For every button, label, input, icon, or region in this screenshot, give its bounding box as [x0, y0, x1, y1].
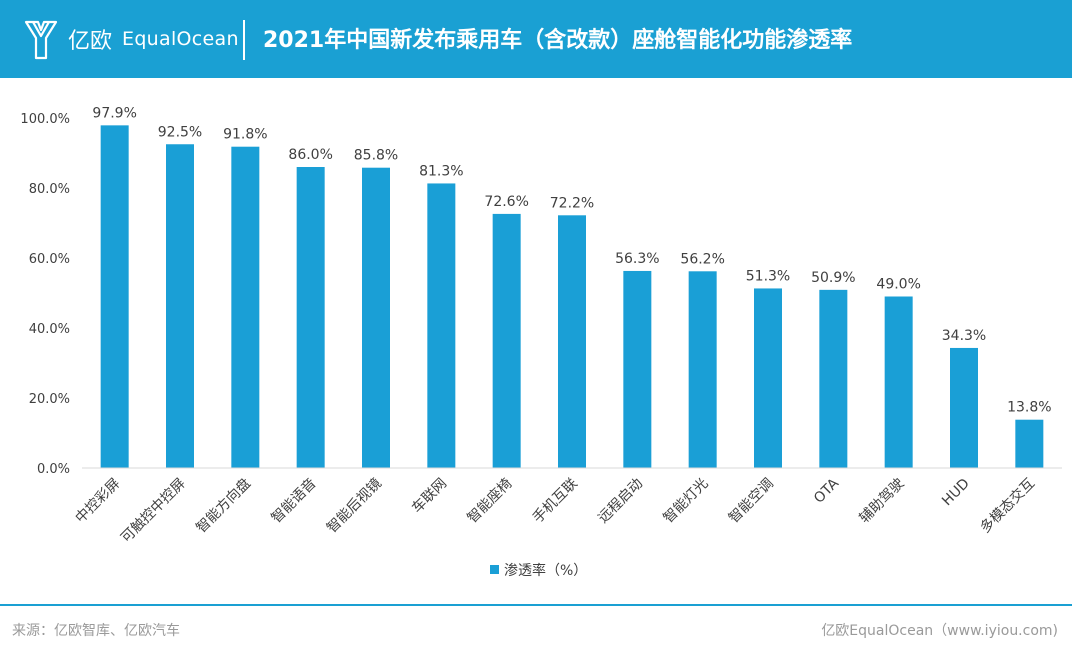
x-tick-label: 辅助驾驶 [857, 476, 908, 527]
bar-value-label: 97.9% [92, 105, 136, 121]
y-axis-labels: 0.0% 20.0% 40.0% 60.0% 80.0% 100.0% [20, 112, 70, 477]
legend-label: 渗透率（%） [504, 562, 587, 579]
logo-english-text: EqualOcean [122, 28, 239, 50]
bar-value-label: 85.8% [354, 148, 398, 164]
y-tick-label: 80.0% [29, 182, 70, 197]
bar [558, 215, 586, 468]
source-note: 来源：亿欧智库、亿欧汽车 [12, 623, 180, 639]
bar-value-label: 72.6% [484, 194, 528, 210]
page-title: 2021年中国新发布乘用车（含改款）座舱智能化功能渗透率 [263, 28, 853, 53]
legend: 渗透率（%） [490, 562, 587, 579]
x-tick-label: 智能后视镜 [324, 476, 385, 537]
x-tick-label: 手机互联 [530, 476, 581, 527]
x-tick-label: 智能座椅 [465, 476, 516, 527]
footer-divider [0, 604, 1072, 606]
bar-value-label: 50.9% [811, 270, 855, 286]
legend-swatch [490, 565, 499, 574]
bars-group [100, 125, 1044, 468]
bar-value-label: 56.3% [615, 251, 659, 267]
logo-chinese-text: 亿欧 [68, 29, 113, 54]
bar [623, 270, 652, 468]
y-tick-label: 0.0% [37, 462, 70, 477]
x-tick-label: 多模态交互 [977, 475, 1039, 537]
x-tick-label: 远程启动 [595, 476, 646, 527]
x-tick-label: 智能语音 [268, 475, 320, 527]
bar [884, 296, 913, 468]
bar-value-label: 34.3% [942, 328, 986, 344]
x-tick-label: 智能灯光 [661, 476, 712, 527]
y-tick-label: 60.0% [29, 252, 70, 267]
bar-value-label: 91.8% [223, 127, 267, 143]
bar-chart: 0.0% 20.0% 40.0% 60.0% 80.0% 100.0% 97.9% 92.5… [20, 105, 1062, 579]
bar-value-label: 86.0% [288, 147, 332, 163]
x-tick-label: HUD [939, 476, 973, 510]
x-tick-label: 智能方向盘 [193, 475, 255, 537]
bar-value-label: 13.8% [1007, 400, 1051, 416]
footer-brand[interactable]: 亿欧EqualOcean（www.iyiou.com) [821, 623, 1058, 639]
bar [492, 213, 521, 468]
bar [754, 288, 782, 468]
bar [100, 125, 129, 468]
y-tick-label: 100.0% [20, 112, 70, 127]
bar-value-label: 56.2% [680, 251, 724, 267]
header-divider [243, 20, 245, 60]
header-banner: 亿欧 EqualOcean 2021年中国新发布乘用车（含改款）座舱智能化功能渗… [0, 0, 1072, 78]
bar-value-label: 92.5% [158, 124, 202, 140]
bar [688, 271, 717, 468]
y-tick-label: 20.0% [29, 392, 70, 407]
bar [427, 183, 456, 468]
y-tick-label: 40.0% [29, 322, 70, 337]
bar-value-label: 72.2% [550, 195, 594, 211]
x-tick-label: 中控彩屏 [73, 476, 124, 527]
x-tick-label: 智能空调 [726, 476, 777, 527]
x-tick-label: 可触控中控屏 [118, 476, 189, 547]
bar [166, 144, 194, 468]
bar-value-label: 81.3% [419, 163, 463, 179]
bar [362, 167, 390, 468]
data-labels-group: 97.9% 92.5% 91.8% 86.0% 85.8% 81.3% 72.6% 72.2%… [92, 105, 1051, 415]
x-tick-label: OTA [811, 475, 842, 506]
bar [231, 146, 260, 468]
bar [296, 167, 325, 468]
bar-value-label: 51.3% [746, 268, 790, 284]
x-tick-label: 车联网 [408, 475, 450, 517]
x-axis-labels: 中控彩屏可触控中控屏 智能方向盘 智能语音 智能后视镜 车联网 智能座椅 手机互联 远程启动智… [73, 475, 1039, 546]
bar [950, 347, 978, 468]
brand-logo[interactable]: 亿欧 EqualOcean [24, 16, 239, 62]
bar [1015, 419, 1044, 468]
bar [819, 289, 848, 468]
equalocean-logo-icon [24, 20, 58, 60]
bar-value-label: 49.0% [876, 277, 920, 293]
